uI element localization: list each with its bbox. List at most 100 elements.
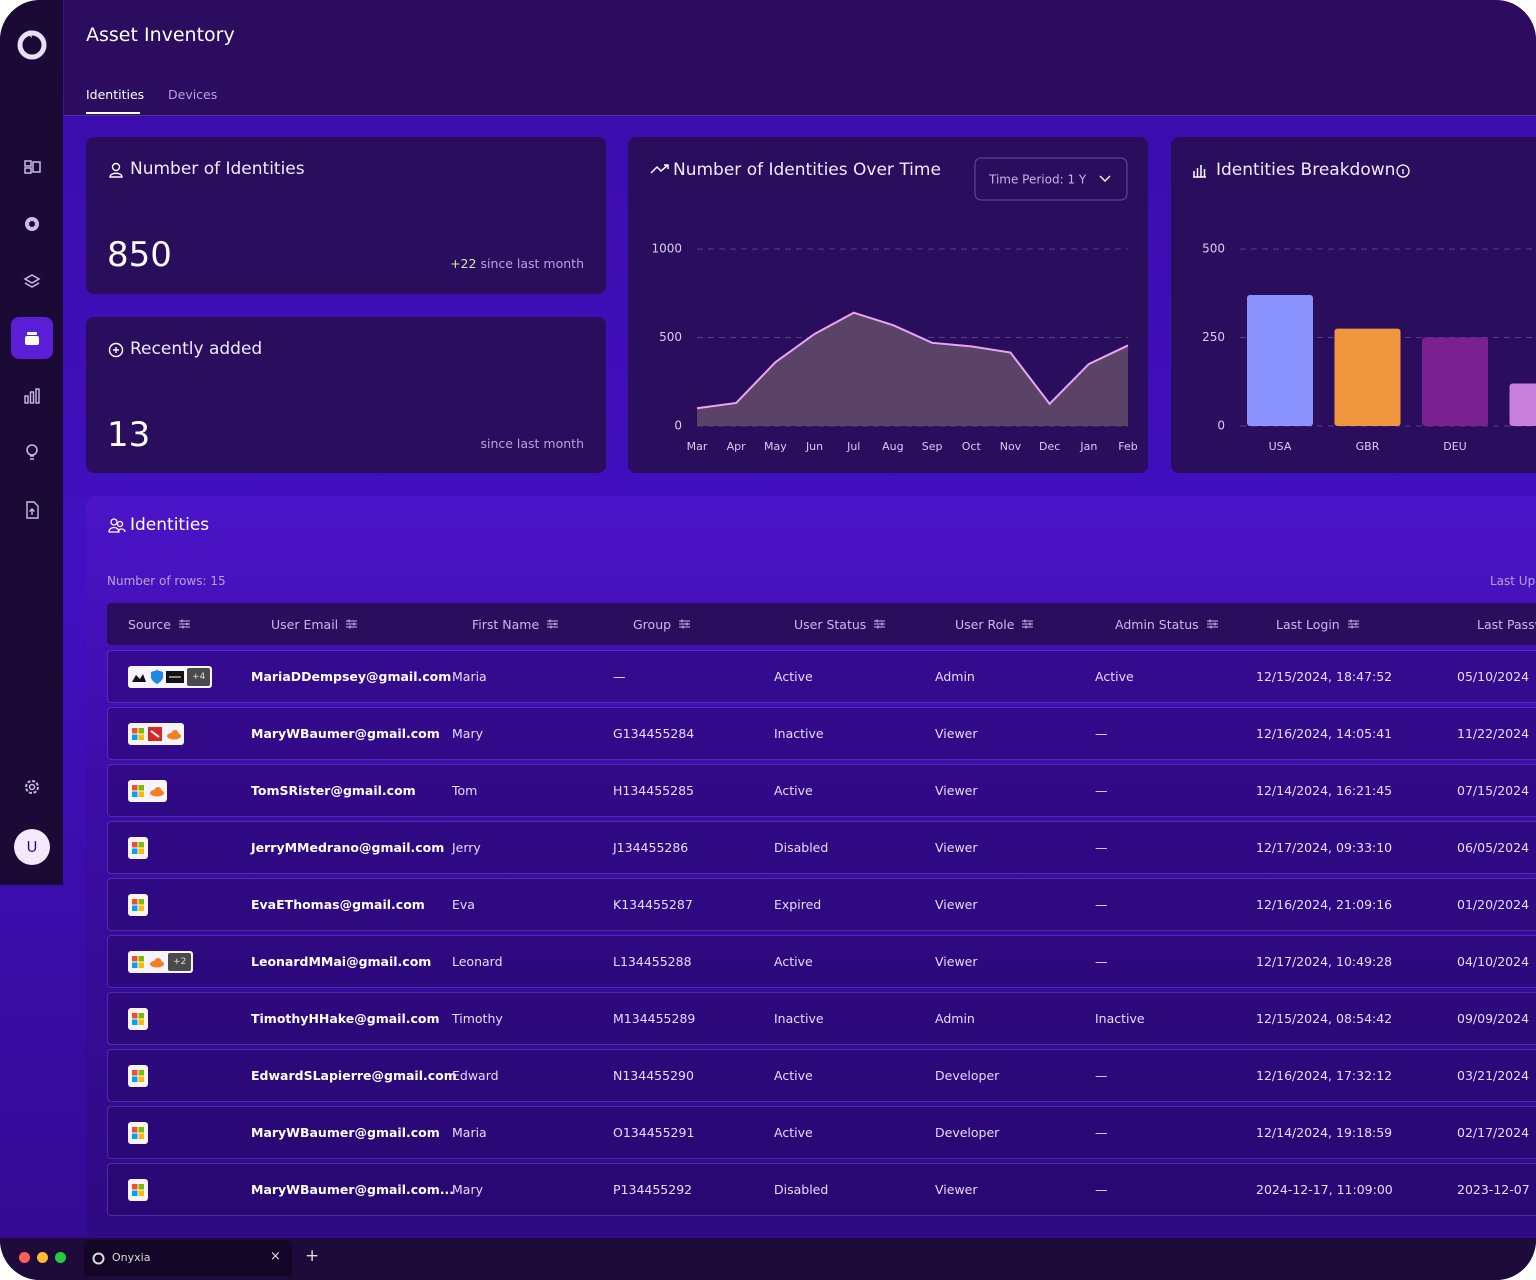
filter-icon[interactable]: [1347, 619, 1359, 629]
table-cell: O134455291: [613, 1125, 695, 1140]
column-header[interactable]: Group: [633, 617, 691, 632]
bar: [1247, 295, 1313, 426]
new-tab[interactable]: +: [305, 1246, 320, 1266]
nav-active[interactable]: [11, 317, 53, 359]
column-label: Last Password: [1477, 617, 1536, 632]
source-icons: +4: [128, 666, 213, 688]
x-tick-label: Feb: [1118, 440, 1137, 453]
tab[interactable]: Identities: [86, 87, 145, 102]
browser-tab[interactable]: Onyxia ×: [84, 1240, 292, 1276]
column-header[interactable]: Last Password: [1477, 617, 1536, 632]
table-cell: 01/20/2024: [1457, 897, 1530, 912]
column-header[interactable]: User Role: [955, 617, 1034, 632]
nav-icon[interactable]: [22, 271, 42, 291]
table-cell: M134455289: [613, 1011, 696, 1026]
column-header[interactable]: First Name: [472, 617, 559, 632]
table-cell: —: [1095, 1068, 1108, 1083]
source-icon: [167, 730, 181, 740]
window-zoom[interactable]: [55, 1252, 66, 1263]
table-cell: N134455290: [613, 1068, 694, 1083]
table-row[interactable]: EdwardSLapierre@gmail.com Edward N13445529…: [107, 1049, 1536, 1102]
chart-title: Identities Breakdown: [1216, 160, 1395, 180]
column-label: Last Login: [1276, 617, 1340, 632]
column-header[interactable]: User Email: [271, 617, 358, 632]
tab-title: Onyxia: [112, 1251, 151, 1264]
table-cell: 02/17/2024: [1457, 1125, 1530, 1140]
filter-icon[interactable]: [874, 619, 886, 629]
bar: [1509, 383, 1536, 426]
table-row[interactable]: TomSRister@gmail.com Tom H134455285 Active V…: [107, 764, 1536, 817]
table-cell: K134455287: [613, 897, 693, 912]
table-cell: G134455284: [613, 726, 695, 741]
table-cell: 12/15/2024, 18:47:52: [1256, 669, 1393, 684]
nav-icon[interactable]: [22, 386, 42, 406]
x-tick-label: DEU: [1443, 440, 1466, 453]
table-cell: Admin: [935, 1011, 975, 1026]
column-header[interactable]: Last Login: [1276, 617, 1359, 632]
table-cell: 03/21/2024: [1457, 1068, 1530, 1083]
column-label: User Email: [271, 617, 339, 632]
column-label: Group: [633, 617, 672, 632]
filter-icon[interactable]: [679, 619, 691, 629]
card-note: since last month: [480, 436, 584, 451]
table-cell: Disabled: [774, 840, 829, 855]
table-cell: Active: [774, 954, 813, 969]
filter-icon[interactable]: [346, 619, 358, 629]
source-icons: [128, 1008, 148, 1030]
table-cell: 12/16/2024, 14:05:41: [1256, 726, 1393, 741]
table-cell: 12/14/2024, 19:18:59: [1256, 1125, 1393, 1140]
window-minimize[interactable]: [37, 1252, 48, 1263]
table-row[interactable]: MaryWBaumer@gmail.com... Mary P134455292 Di…: [107, 1163, 1536, 1216]
filter-icon[interactable]: [1022, 619, 1034, 629]
nav-icon[interactable]: [22, 157, 42, 177]
table-cell: Maria: [452, 669, 487, 684]
column-label: First Name: [472, 617, 540, 632]
settings-icon[interactable]: [22, 777, 42, 797]
time-period-select[interactable]: [974, 157, 1128, 201]
table-cell: Developer: [935, 1125, 1000, 1140]
x-tick-label: Sep: [922, 440, 943, 453]
last-updated: Last Updated: [1490, 574, 1536, 588]
filter-icon[interactable]: [547, 619, 559, 629]
table-cell: Disabled: [774, 1182, 829, 1197]
card-note: +22 since last month: [450, 256, 584, 271]
table-row[interactable]: JerryMMedrano@gmail.com Jerry J134455286 Di…: [107, 821, 1536, 874]
table-cell: 12/15/2024, 08:54:42: [1256, 1011, 1393, 1026]
user-email: TimothyHHake@gmail.com: [251, 1011, 440, 1026]
table-cell: Tom: [452, 783, 478, 798]
table-cell: —: [1095, 726, 1108, 741]
table-row[interactable]: MaryWBaumer@gmail.com Mary G134455284 Inact…: [107, 707, 1536, 760]
user-email: TomSRister@gmail.com: [251, 783, 416, 798]
source-icon: [132, 1070, 144, 1082]
x-tick-label: Oct: [962, 440, 982, 453]
tab-close[interactable]: ×: [270, 1249, 281, 1264]
filter-icon[interactable]: [1206, 619, 1218, 629]
table-row[interactable]: +2 LeonardMMai@gmail.com Leonard L134455288…: [107, 935, 1536, 988]
source-icons: [128, 1065, 148, 1087]
nav-icon[interactable]: [22, 214, 42, 234]
column-label: User Role: [955, 617, 1015, 632]
column-header[interactable]: User Status: [794, 617, 886, 632]
table-cell: L134455288: [613, 954, 692, 969]
x-tick-label: Jul: [846, 440, 860, 453]
filter-icon[interactable]: [178, 619, 190, 629]
table-row[interactable]: TimothyHHake@gmail.com Timothy M134455289 I…: [107, 992, 1536, 1045]
window-close[interactable]: [19, 1252, 30, 1263]
column-label: User Status: [794, 617, 867, 632]
column-header[interactable]: Admin Status: [1115, 617, 1218, 632]
table-cell: Admin: [935, 669, 975, 684]
nav-icon[interactable]: [22, 442, 42, 462]
source-icons: [128, 894, 148, 916]
y-tick-label: 500: [1202, 242, 1225, 256]
avatar[interactable]: U: [14, 829, 50, 865]
table-row[interactable]: +4 MariaDDempsey@gmail.com Maria — Active Adm…: [107, 650, 1536, 703]
bar: [1334, 328, 1401, 426]
source-icon: [132, 1127, 144, 1139]
nav-icon[interactable]: [22, 500, 42, 520]
table-row[interactable]: EvaEThomas@gmail.com Eva K134455287 Expired…: [107, 878, 1536, 931]
tab[interactable]: Devices: [168, 87, 218, 102]
column-header[interactable]: Source: [128, 617, 190, 632]
table-row[interactable]: MaryWBaumer@gmail.com Maria O134455291 Acti…: [107, 1106, 1536, 1159]
x-tick-label: GBR: [1356, 440, 1380, 453]
